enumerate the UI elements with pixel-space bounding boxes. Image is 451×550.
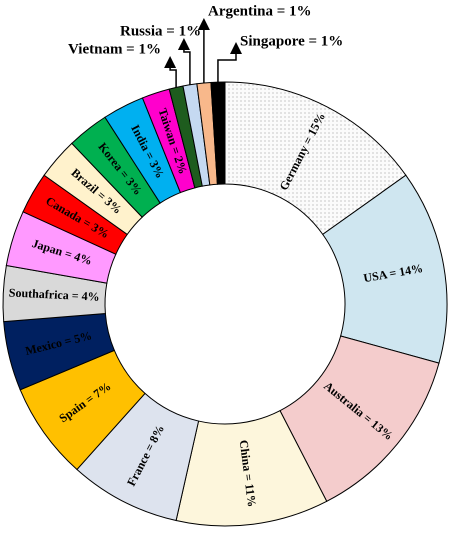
leader-arrow bbox=[217, 42, 242, 83]
leader-arrow bbox=[164, 56, 177, 88]
outside-label: Singapore = 1% bbox=[240, 33, 343, 49]
outside-label: Argentina = 1% bbox=[208, 3, 312, 19]
leader-arrow bbox=[177, 38, 191, 85]
donut-segment bbox=[210, 81, 226, 185]
outside-label: Vietnam = 1% bbox=[68, 41, 161, 57]
segment-label: Southafrica = 4% bbox=[9, 285, 100, 303]
segment-texture bbox=[225, 82, 406, 235]
outside-label: Russia = 1% bbox=[120, 23, 201, 39]
